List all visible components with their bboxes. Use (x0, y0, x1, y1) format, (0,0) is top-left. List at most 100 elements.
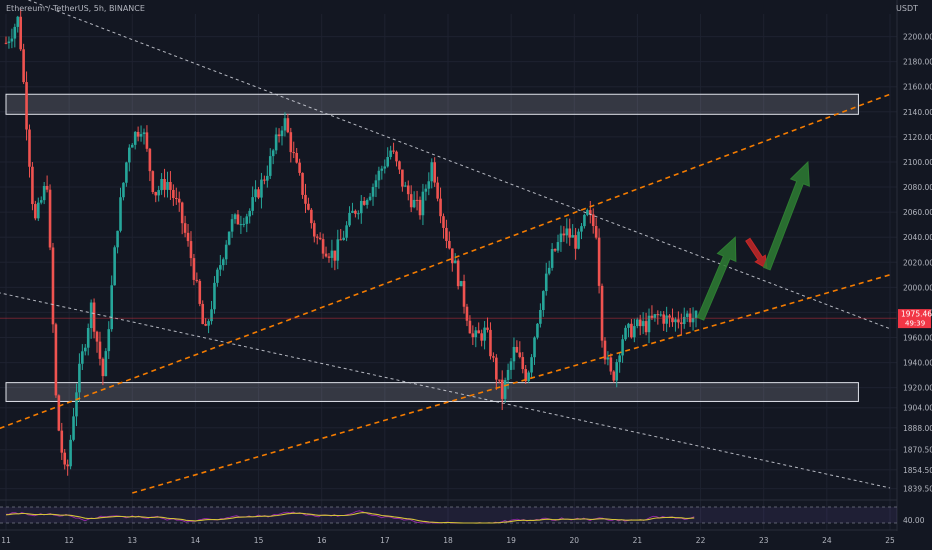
candle (78, 353, 81, 403)
candle (119, 187, 122, 233)
candle (674, 317, 677, 332)
candle (130, 143, 134, 148)
candle (527, 370, 530, 383)
candle (562, 226, 566, 242)
candle (404, 181, 407, 187)
candle (257, 186, 260, 200)
projection-up-1-arrow[interactable] (696, 236, 737, 321)
candle (609, 353, 613, 375)
candle (430, 158, 434, 189)
candle (104, 348, 108, 377)
price-tick-label: 2160.00 (903, 83, 932, 92)
candle (324, 246, 328, 258)
candle (172, 184, 175, 206)
price-axis[interactable]: 2200.00 2180.00 2160.00 2140.00 2120.00 2100.… (896, 0, 932, 550)
date-tick-label: 16 (317, 536, 327, 545)
candle (377, 166, 381, 189)
rsi-panel[interactable]: 40.00 (0, 499, 925, 531)
candle (239, 215, 243, 234)
candle (480, 329, 483, 347)
candle (57, 394, 61, 432)
candle (63, 448, 67, 470)
candle (148, 147, 152, 182)
candle (524, 364, 527, 384)
candle (386, 147, 389, 168)
date-tick-label: 15 (254, 536, 264, 545)
candle (359, 195, 363, 224)
candle (445, 219, 448, 249)
price-tick-label: 2140.00 (903, 108, 932, 117)
candle (365, 198, 369, 209)
date-tick-label: 12 (64, 536, 74, 545)
date-tick-label: 19 (506, 536, 516, 545)
candle (450, 248, 454, 272)
lower-channel-line[interactable] (132, 274, 891, 494)
candle (66, 459, 69, 476)
upper-downtrend-line[interactable] (6, 0, 891, 330)
candle (298, 158, 301, 176)
candle (644, 312, 648, 336)
candle (224, 240, 228, 266)
candle (10, 28, 14, 49)
date-tick-label: 13 (128, 536, 138, 545)
candle (192, 253, 196, 286)
candle (409, 185, 413, 213)
candle (556, 234, 560, 253)
rsi-band (0, 507, 897, 523)
candle (624, 325, 627, 341)
candle (54, 322, 58, 398)
candle (210, 300, 213, 325)
candle (25, 71, 28, 141)
candle (691, 307, 695, 331)
candle (424, 184, 428, 201)
candle (198, 279, 202, 307)
candle (571, 224, 574, 238)
candle (113, 245, 116, 286)
candle (342, 230, 345, 241)
candle (621, 334, 624, 363)
candle (597, 228, 601, 294)
candle (307, 197, 310, 211)
candle (166, 171, 169, 198)
resistance-zone[interactable] (5, 93, 859, 115)
price-tick-label: 2180.00 (903, 58, 932, 67)
candle (677, 311, 680, 329)
candle (174, 187, 178, 205)
projection-up-2-arrow[interactable] (762, 160, 810, 271)
candle (154, 191, 158, 203)
candle (277, 128, 281, 143)
date-tick-label: 22 (696, 536, 706, 545)
candle (483, 321, 486, 350)
rsi-level-label: 40.00 (903, 516, 925, 525)
candle (142, 128, 146, 145)
candle (550, 243, 554, 271)
candle (615, 359, 619, 388)
candle (227, 231, 231, 246)
candle (600, 283, 604, 348)
candle (36, 197, 40, 221)
time-axis[interactable]: 11 12 13 14 15 16 17 18 19 20 21 22 23 24 25 (0, 531, 932, 550)
candle (489, 322, 492, 360)
bar-countdown: 49:39 (905, 320, 925, 328)
candle (583, 213, 586, 229)
candle (591, 208, 595, 234)
candle (95, 330, 99, 353)
upper-channel-line[interactable] (0, 93, 891, 438)
candle (242, 217, 246, 228)
candle (439, 187, 442, 224)
candle (547, 260, 551, 276)
candle (207, 319, 210, 334)
support-zone[interactable] (5, 382, 859, 402)
candle (189, 231, 193, 267)
candle (459, 280, 463, 287)
candle (116, 230, 119, 254)
candle (236, 210, 240, 225)
candle (544, 262, 548, 296)
candle (568, 218, 572, 246)
lower-downtrend-line[interactable] (0, 287, 891, 489)
candle (263, 175, 266, 185)
candle (559, 225, 563, 252)
current-price-value: 1975.46 (901, 310, 932, 319)
candle (266, 165, 269, 188)
